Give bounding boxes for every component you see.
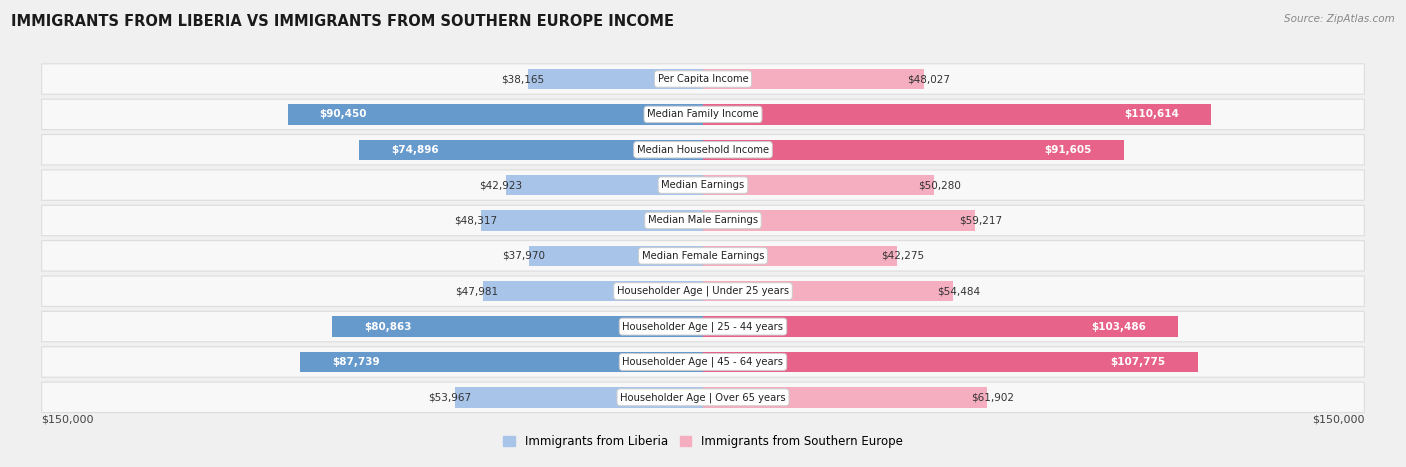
FancyBboxPatch shape	[42, 382, 1364, 412]
Bar	[703, 281, 953, 302]
Bar	[703, 246, 897, 266]
Text: Median Household Income: Median Household Income	[637, 145, 769, 155]
Text: $48,317: $48,317	[454, 215, 498, 226]
Bar	[703, 69, 924, 89]
Bar	[359, 140, 703, 160]
Text: Per Capita Income: Per Capita Income	[658, 74, 748, 84]
Bar	[332, 316, 703, 337]
Bar	[456, 387, 703, 408]
FancyBboxPatch shape	[42, 311, 1364, 342]
Bar	[703, 316, 1178, 337]
Bar	[703, 387, 987, 408]
Bar	[703, 104, 1211, 125]
Text: $54,484: $54,484	[938, 286, 980, 296]
Text: $47,981: $47,981	[456, 286, 499, 296]
Text: Median Family Income: Median Family Income	[647, 109, 759, 120]
Text: Source: ZipAtlas.com: Source: ZipAtlas.com	[1284, 14, 1395, 24]
Text: $150,000: $150,000	[42, 414, 94, 424]
FancyBboxPatch shape	[42, 347, 1364, 377]
Text: $107,775: $107,775	[1111, 357, 1166, 367]
FancyBboxPatch shape	[42, 170, 1364, 200]
Text: $80,863: $80,863	[364, 322, 411, 332]
Text: $59,217: $59,217	[959, 215, 1002, 226]
Text: $42,275: $42,275	[882, 251, 924, 261]
Bar	[299, 352, 703, 372]
Text: Median Female Earnings: Median Female Earnings	[641, 251, 765, 261]
Text: Householder Age | 25 - 44 years: Householder Age | 25 - 44 years	[623, 321, 783, 332]
Bar	[482, 281, 703, 302]
FancyBboxPatch shape	[42, 64, 1364, 94]
Text: Householder Age | Under 25 years: Householder Age | Under 25 years	[617, 286, 789, 297]
Text: Median Male Earnings: Median Male Earnings	[648, 215, 758, 226]
FancyBboxPatch shape	[42, 241, 1364, 271]
Bar	[506, 175, 703, 195]
Bar	[288, 104, 703, 125]
FancyBboxPatch shape	[42, 276, 1364, 306]
Legend: Immigrants from Liberia, Immigrants from Southern Europe: Immigrants from Liberia, Immigrants from…	[499, 430, 907, 453]
Text: IMMIGRANTS FROM LIBERIA VS IMMIGRANTS FROM SOUTHERN EUROPE INCOME: IMMIGRANTS FROM LIBERIA VS IMMIGRANTS FR…	[11, 14, 675, 29]
Text: $74,896: $74,896	[391, 145, 439, 155]
Text: Median Earnings: Median Earnings	[661, 180, 745, 190]
Text: $38,165: $38,165	[501, 74, 544, 84]
Text: $91,605: $91,605	[1045, 145, 1091, 155]
Text: $150,000: $150,000	[1312, 414, 1364, 424]
Text: $61,902: $61,902	[972, 392, 1014, 402]
Bar	[529, 246, 703, 266]
Text: Householder Age | 45 - 64 years: Householder Age | 45 - 64 years	[623, 357, 783, 367]
Text: $87,739: $87,739	[332, 357, 380, 367]
Text: $90,450: $90,450	[319, 109, 367, 120]
FancyBboxPatch shape	[42, 134, 1364, 165]
Text: $103,486: $103,486	[1091, 322, 1146, 332]
Bar	[703, 210, 974, 231]
Text: $53,967: $53,967	[427, 392, 471, 402]
Bar	[481, 210, 703, 231]
Text: $37,970: $37,970	[502, 251, 544, 261]
Bar	[703, 140, 1123, 160]
Bar	[703, 352, 1198, 372]
Bar	[703, 175, 934, 195]
Bar	[527, 69, 703, 89]
Text: Householder Age | Over 65 years: Householder Age | Over 65 years	[620, 392, 786, 403]
Text: $48,027: $48,027	[907, 74, 950, 84]
FancyBboxPatch shape	[42, 99, 1364, 130]
Text: $42,923: $42,923	[479, 180, 522, 190]
FancyBboxPatch shape	[42, 205, 1364, 236]
Text: $110,614: $110,614	[1123, 109, 1178, 120]
Text: $50,280: $50,280	[918, 180, 960, 190]
